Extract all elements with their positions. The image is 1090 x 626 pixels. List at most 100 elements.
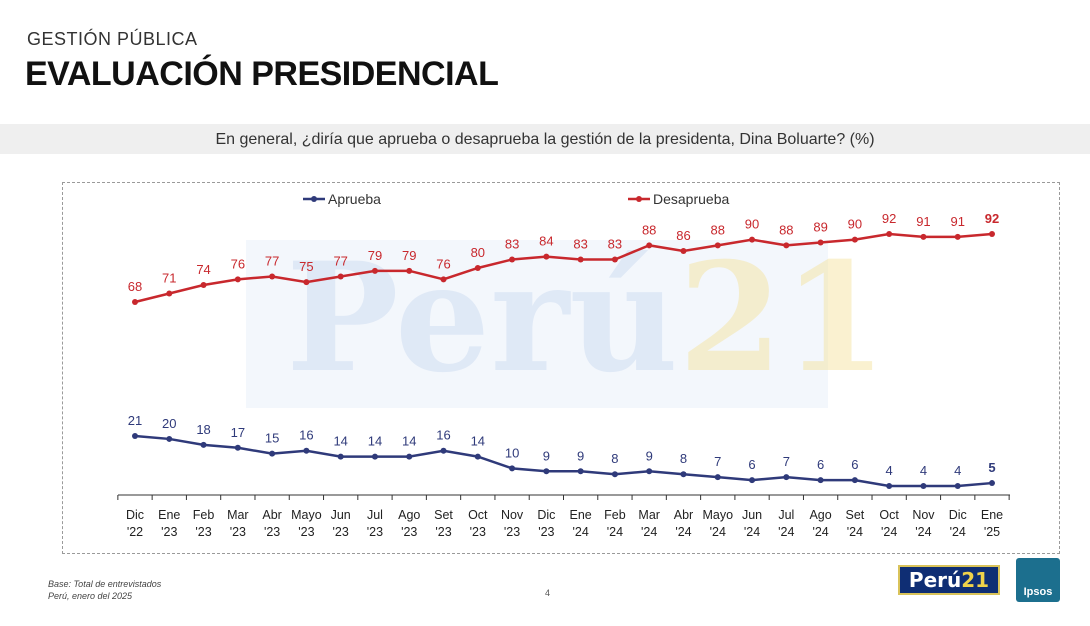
desaprueba-data-label: 91 <box>916 214 930 229</box>
desaprueba-point <box>132 299 138 305</box>
aprueba-data-label: 7 <box>714 454 721 469</box>
desaprueba-point <box>817 239 824 246</box>
footnote-date: Perú, enero del 2025 <box>48 591 133 601</box>
aprueba-point <box>474 453 481 460</box>
desaprueba-data-label: 92 <box>882 211 896 226</box>
x-tick-label-month: Dic <box>537 508 555 522</box>
desaprueba-point <box>577 256 584 263</box>
x-tick-label-year: '24 <box>915 525 931 539</box>
x-tick-label-month: Set <box>434 508 453 522</box>
chart-frame <box>62 182 1060 554</box>
desaprueba-point <box>337 273 344 280</box>
aprueba-point <box>234 444 241 451</box>
desaprueba-point <box>371 267 378 274</box>
aprueba-data-label: 18 <box>196 422 210 437</box>
aprueba-data-label: 9 <box>543 448 550 463</box>
x-tick-label-month: Ago <box>809 508 831 522</box>
desaprueba-point <box>714 242 721 249</box>
desaprueba-point <box>509 256 516 263</box>
x-tick-label-year: '23 <box>367 525 383 539</box>
legend-aprueba-swatch-point <box>311 196 317 202</box>
aprueba-data-label: 4 <box>886 463 893 478</box>
x-tick-label-year: '23 <box>333 525 349 539</box>
desaprueba-point <box>440 276 447 283</box>
section-kicker: GESTIÓN PÚBLICA <box>27 29 198 49</box>
x-tick-label-year: '24 <box>710 525 726 539</box>
desaprueba-data-label: 89 <box>813 220 827 235</box>
desaprueba-point <box>611 256 618 263</box>
x-tick-label-year: '23 <box>195 525 211 539</box>
page-title: EVALUACIÓN PRESIDENCIAL <box>25 55 499 93</box>
question-band <box>0 124 1090 154</box>
x-tick-label-month: Jul <box>778 508 794 522</box>
desaprueba-point <box>680 248 687 254</box>
x-tick-label-year: '24 <box>812 525 828 539</box>
desaprueba-data-label: 83 <box>573 237 587 252</box>
aprueba-point <box>680 471 687 478</box>
aprueba-point <box>371 453 378 460</box>
desaprueba-point <box>851 236 858 243</box>
desaprueba-data-label: 88 <box>711 222 725 237</box>
x-tick-label-year: '24 <box>675 525 691 539</box>
desaprueba-data-label: 79 <box>368 248 382 263</box>
desaprueba-data-label: 86 <box>676 228 690 243</box>
aprueba-data-label: 15 <box>265 431 279 446</box>
desaprueba-data-label: 68 <box>128 279 142 294</box>
aprueba-data-label: 7 <box>783 454 790 469</box>
approval-chart: Dic '22 Ene '23 Feb '23 Mar '23 Abr '23 Mayo '23 Jun… <box>117 191 1010 539</box>
aprueba-point <box>200 441 207 448</box>
aprueba-point <box>166 435 173 442</box>
desaprueba-data-label: 75 <box>299 259 313 274</box>
desaprueba-data-label: 71 <box>162 271 176 286</box>
footnote-base: Base: Total de entrevistados <box>48 579 162 589</box>
aprueba-point <box>714 474 721 481</box>
aprueba-data-label: 8 <box>680 451 687 466</box>
aprueba-point <box>577 468 584 475</box>
x-tick-label-month: Jun <box>331 508 351 522</box>
x-tick-label-month: Feb <box>193 508 215 522</box>
desaprueba-data-label: 76 <box>436 256 450 271</box>
x-tick-label-month: Oct <box>468 508 488 522</box>
x-tick-label-year: '23 <box>230 525 246 539</box>
desaprueba-data-label: 88 <box>779 222 793 237</box>
desaprueba-data-label: 88 <box>642 222 656 237</box>
aprueba-data-label: 4 <box>920 463 927 478</box>
brand-part2: 21 <box>961 568 990 592</box>
aprueba-data-label: 5 <box>988 460 995 475</box>
desaprueba-data-label: 84 <box>539 234 553 249</box>
x-tick-label-month: Jun <box>742 508 762 522</box>
aprueba-data-label: 9 <box>577 448 584 463</box>
aprueba-data-label: 14 <box>333 434 347 449</box>
legend-desaprueba-swatch-point <box>636 196 642 202</box>
x-tick-label-year: '24 <box>607 525 623 539</box>
x-tick-label-month: Abr <box>262 508 281 522</box>
aprueba-data-label: 6 <box>851 457 858 472</box>
aprueba-data-label: 9 <box>646 448 653 463</box>
desaprueba-point <box>646 242 653 249</box>
x-tick-label-year: '24 <box>847 525 863 539</box>
aprueba-data-label: 8 <box>611 451 618 466</box>
aprueba-line <box>134 434 993 488</box>
aprueba-point <box>886 483 893 489</box>
desaprueba-data-label: 83 <box>505 237 519 252</box>
footnote: Base: Total de entrevistados Perú, enero… <box>48 578 161 602</box>
legend-desaprueba-label: Desaprueba <box>653 191 729 207</box>
desaprueba-point <box>886 231 893 237</box>
desaprueba-data-label: 90 <box>848 217 862 232</box>
aprueba-point <box>920 483 927 489</box>
aprueba-point <box>509 465 516 472</box>
x-tick-label-month: Dic <box>126 508 144 522</box>
desaprueba-point <box>303 279 310 286</box>
aprueba-point <box>954 483 961 489</box>
desaprueba-data-label: 90 <box>745 217 759 232</box>
aprueba-data-label: 21 <box>128 413 142 428</box>
aprueba-data-label: 14 <box>471 434 485 449</box>
desaprueba-point <box>954 233 961 240</box>
desaprueba-data-label: 76 <box>231 256 245 271</box>
aprueba-point <box>783 474 790 481</box>
x-tick-label-month: Oct <box>879 508 899 522</box>
desaprueba-data-label: 83 <box>608 237 622 252</box>
ipsos-logo: Ipsos <box>1016 558 1060 602</box>
x-tick-label-month: Mar <box>638 508 660 522</box>
aprueba-point <box>611 471 618 478</box>
